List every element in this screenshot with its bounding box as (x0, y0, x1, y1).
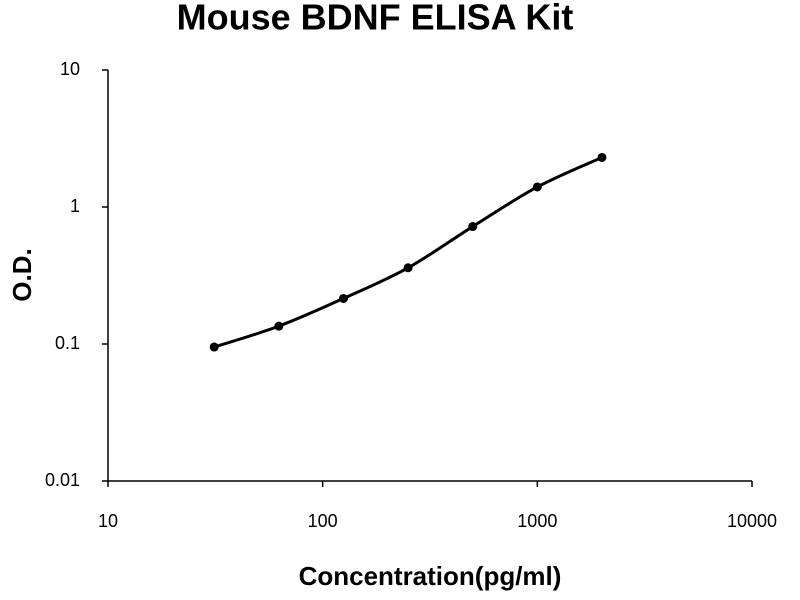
data-point (274, 321, 284, 331)
x-tick-label: 1000 (517, 511, 557, 531)
y-axis-label: O.D. (7, 248, 37, 301)
data-point (403, 263, 413, 273)
curve (213, 156, 603, 349)
chart-title: Mouse BDNF ELISA Kit (177, 0, 574, 38)
data-point (338, 293, 348, 303)
x-tick-label: 10 (98, 511, 118, 531)
y-tick-label: 10 (60, 59, 80, 79)
y-tick-label: 0.1 (55, 333, 80, 353)
x-axis-label: Concentration(pg/ml) (299, 561, 562, 591)
data-point (597, 152, 607, 162)
y-tick-label: 0.01 (45, 470, 80, 490)
data-point (209, 342, 219, 352)
x-tick-label: 10000 (727, 511, 777, 531)
data-point (468, 222, 478, 232)
y-tick-label: 1 (70, 196, 80, 216)
x-tick-label: 100 (308, 511, 338, 531)
data-point (532, 182, 542, 192)
